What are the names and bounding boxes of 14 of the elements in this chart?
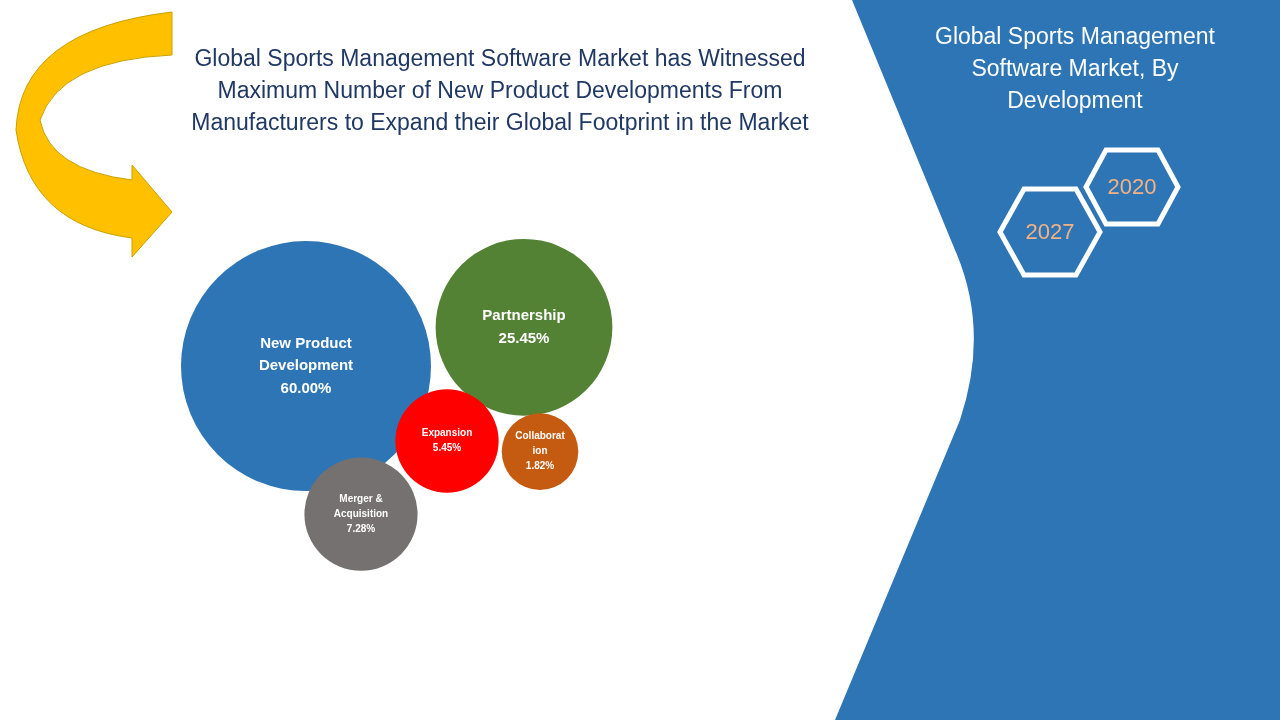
data-label: 5.45% [432, 442, 462, 454]
category-label: Partnership [482, 306, 566, 324]
category-label: Expansion [421, 427, 473, 439]
data-label: 25.45% [498, 328, 550, 346]
text: 2027 [1024, 219, 1076, 245]
data-label: 1.82% [525, 460, 555, 472]
data-label: 7.28% [346, 522, 376, 534]
data-label: 60.00% [280, 378, 332, 396]
category-label: Collaboration [515, 430, 566, 457]
text: Global Sports Management Software Market, By Development [935, 22, 1215, 115]
text: 2020 [1106, 174, 1158, 200]
text: Global Sports Management Software Market has Witnessed Maximum Number of New Product Developments From Manufacturers to Expand their Global Footprint in the Market [190, 44, 810, 137]
category-label: Merger & Acquisition [333, 492, 389, 519]
category-label: New Product Development [258, 333, 354, 374]
